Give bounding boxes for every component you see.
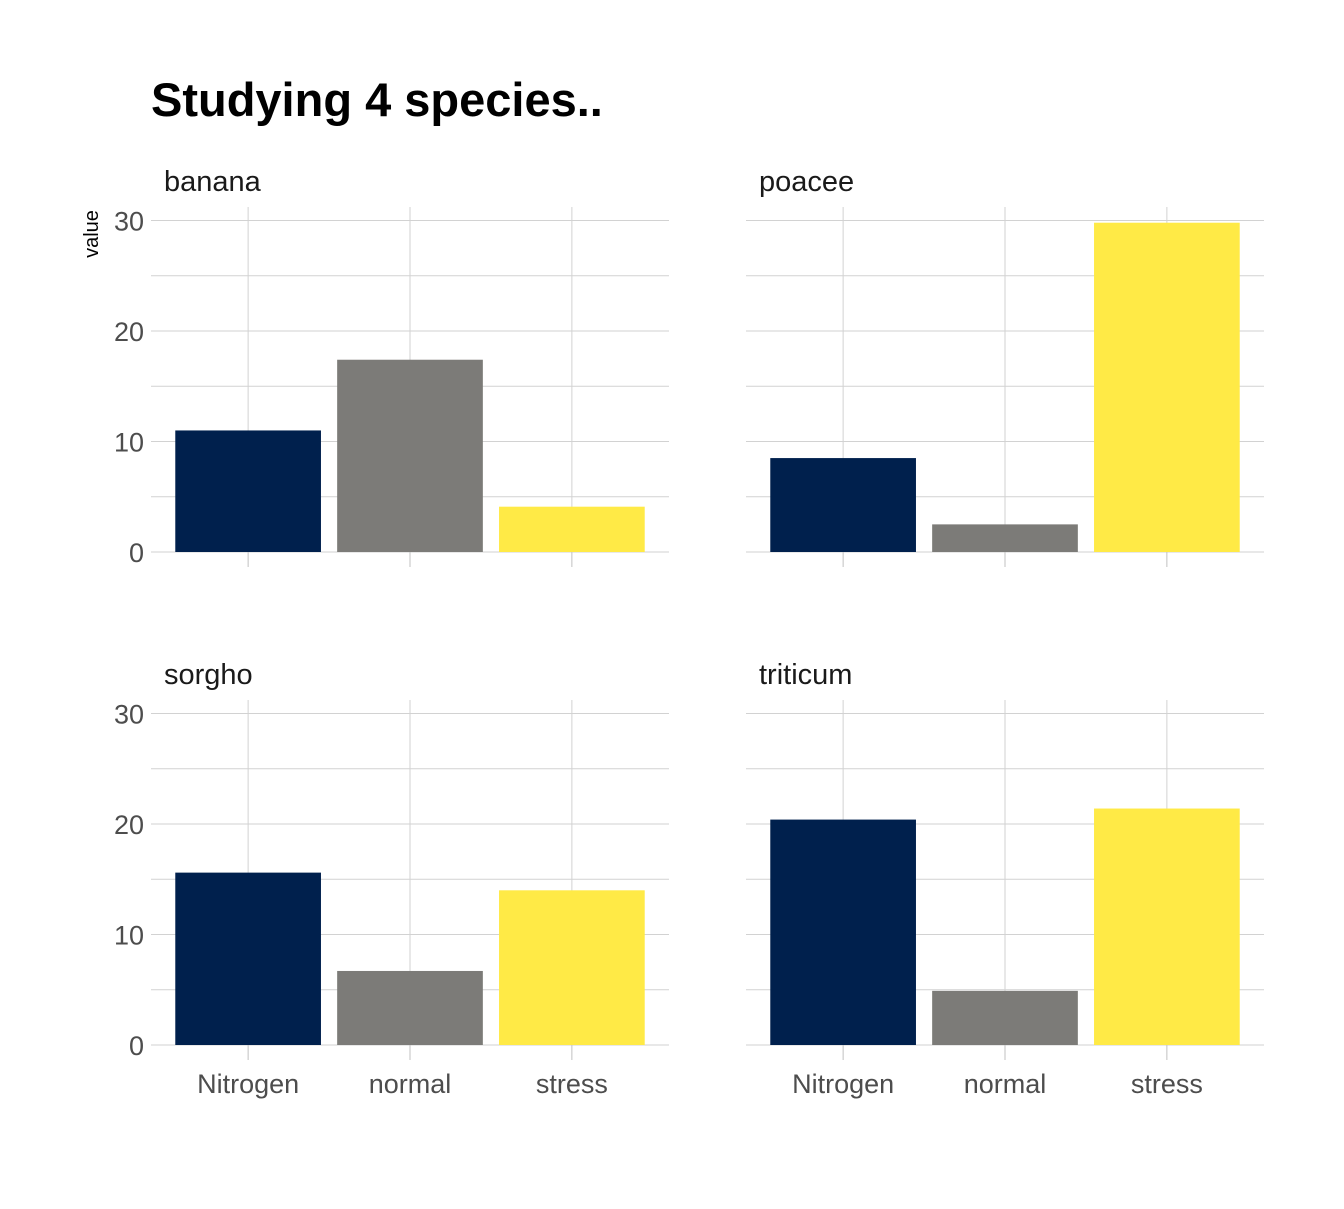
y-tick-label: 20 [114,810,144,840]
x-tick-label: Nitrogen [792,1069,894,1099]
y-tick-label: 10 [114,921,144,951]
facet-label: banana [164,166,262,198]
x-tick-label: normal [964,1069,1047,1099]
bar-triticum-nitrogen [770,819,916,1045]
facet-label: poacee [759,166,854,198]
x-tick-label: normal [369,1069,452,1099]
bar-banana-nitrogen [175,430,321,552]
bar-triticum-stress [1094,808,1240,1045]
x-tick-label: stress [1131,1069,1203,1099]
y-tick-label: 30 [114,700,144,730]
facet-panel-banana: banana 0 10 20 30 [114,166,669,568]
y-tick-label: 30 [114,207,144,237]
bar-sorgho-nitrogen [175,872,321,1045]
facet-panel-triticum: triticum Nitrogen normal stress [746,659,1264,1099]
facet-label: sorgho [164,659,253,691]
chart-title: Studying 4 species.. [151,73,603,126]
y-tick-label: 10 [114,428,144,458]
x-tick-label: stress [536,1069,608,1099]
bar-banana-normal [337,359,483,552]
facet-panel-poacee: poacee [746,166,1264,567]
bar-poacee-normal [932,524,1078,552]
bar-sorgho-normal [337,970,483,1045]
y-tick-label: 20 [114,317,144,347]
facet-panel-sorgho: sorgho 0 10 20 30 Nitrogen normal stress [114,659,669,1099]
y-tick-label: 0 [129,538,144,568]
bar-poacee-stress [1094,222,1240,552]
x-tick-label: Nitrogen [197,1069,299,1099]
facet-label: triticum [759,659,852,691]
bar-banana-stress [499,506,645,552]
y-tick-label: 0 [129,1031,144,1061]
y-axis-title: value [81,210,103,258]
bar-poacee-nitrogen [770,458,916,552]
bar-sorgho-stress [499,890,645,1045]
bar-triticum-normal [932,990,1078,1045]
